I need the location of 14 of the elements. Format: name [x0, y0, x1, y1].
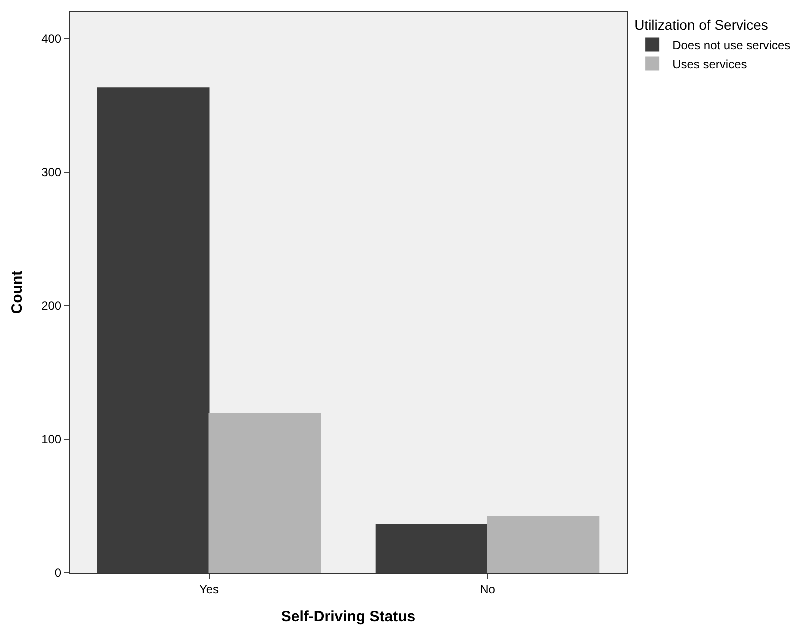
- y-tick-label: 400: [42, 32, 62, 46]
- bar: [208, 414, 322, 573]
- legend-label: Uses services: [672, 57, 748, 72]
- legend-title: Utilization of Services: [634, 17, 768, 34]
- y-tick-label: 200: [42, 299, 62, 314]
- legend-label: Does not use services: [672, 38, 791, 52]
- y-tick-label: 0: [54, 566, 62, 580]
- y-axis-title: Count: [8, 270, 26, 314]
- y-tick-label: 100: [42, 432, 62, 447]
- y-tick-label: 300: [42, 165, 62, 180]
- bar: [487, 516, 600, 573]
- x-axis-title: Self-Driving Status: [281, 608, 416, 626]
- x-tick-label: No: [480, 582, 496, 596]
- x-tick-label: Yes: [199, 582, 220, 596]
